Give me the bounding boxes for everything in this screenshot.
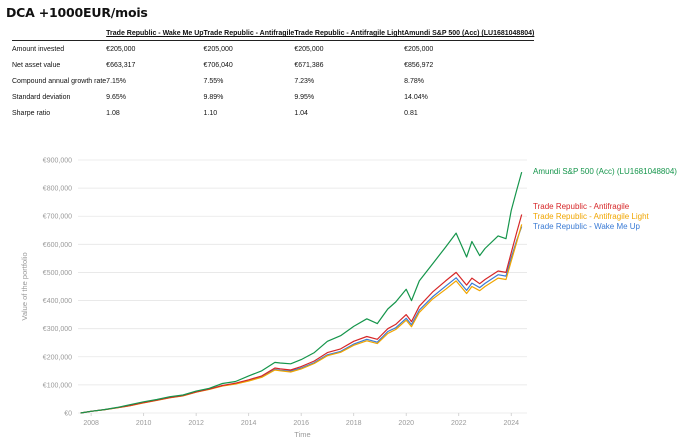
table-row: Compound annual growth rate 7.15% 7.55% … (12, 73, 534, 89)
series-end-label: Trade Republic - Wake Me Up (533, 222, 641, 231)
table-cell: 7.55% (203, 77, 224, 85)
x-tick-label: 2024 (503, 420, 519, 427)
table-row: Net asset value €663,317 €706,040 €671,3… (12, 57, 534, 73)
table-cell: €856,972 (404, 61, 434, 69)
y-tick-label: €500,000 (43, 270, 72, 277)
table-cell: €205,000 (294, 45, 324, 53)
x-tick-label: 2008 (83, 420, 99, 427)
table-cell: 9.65% (106, 94, 127, 102)
series-end-label: Trade Republic - Antifragile (533, 202, 630, 211)
table-cell: 1.08 (106, 110, 120, 118)
table-cell: 1.04 (294, 110, 308, 118)
table-cell: Amount invested (12, 45, 65, 53)
series-line (80, 171, 523, 414)
table-cell: 1.10 (203, 110, 218, 118)
table-cell: €663,317 (106, 61, 136, 69)
table-cell: Compound annual growth rate (12, 77, 107, 85)
x-tick-label: 2022 (451, 420, 467, 427)
table-cell: 0.81 (404, 110, 418, 118)
table-cell: 7.23% (294, 77, 315, 85)
table-cell: 14.04% (404, 94, 428, 102)
table-header-cell (12, 28, 107, 41)
table-cell: 7.15% (106, 77, 127, 85)
table-row: Amount invested €205,000 €205,000 €205,0… (12, 41, 534, 58)
table-header-row: Trade Republic - Wake Me Up Trade Republ… (12, 28, 535, 41)
table-header-cell: Amundi S&P 500 (Acc) (LU1681048804) (404, 28, 535, 41)
y-tick-label: €600,000 (43, 242, 72, 249)
table-cell: Sharpe ratio (12, 110, 51, 118)
y-tick-label: €300,000 (43, 326, 72, 333)
table-cell: €205,000 (203, 45, 233, 53)
y-axis-label: Value of the portfolio (20, 252, 29, 320)
table-row: Standard deviation 9.65% 9.89% 9.95% 14.… (12, 90, 534, 106)
table-cell: 8.78% (404, 77, 424, 85)
table-row: Sharpe ratio 1.08 1.10 1.04 0.81 (12, 106, 534, 122)
table-cell: €205,000 (404, 45, 434, 53)
table-cell: 9.95% (294, 94, 315, 102)
series-end-label: Amundi S&P 500 (Acc) (LU1681048804) (533, 167, 677, 176)
table-cell: Standard deviation (12, 94, 71, 102)
table-header-cell: Trade Republic - Antifragile (203, 28, 295, 41)
stats-table: Trade Republic - Wake Me Up Trade Republ… (12, 28, 535, 122)
series-end-label: Trade Republic - Antifragile Light (533, 212, 650, 221)
x-tick-label: 2012 (188, 420, 204, 427)
table-header-cell: Trade Republic - Antifragile Light (294, 28, 405, 41)
y-tick-label: €100,000 (43, 382, 72, 389)
y-tick-label: €700,000 (43, 214, 72, 221)
table-cell: €706,040 (203, 61, 233, 69)
table-cell: 9.89% (203, 94, 224, 102)
x-tick-label: 2010 (136, 420, 152, 427)
y-tick-label: €0 (64, 411, 72, 418)
y-tick-label: €900,000 (43, 158, 72, 165)
table-cell: €671,386 (294, 61, 324, 69)
x-tick-label: 2014 (241, 420, 257, 427)
series-line (80, 214, 523, 414)
y-tick-label: €400,000 (43, 298, 72, 305)
y-tick-label: €800,000 (43, 186, 72, 193)
table-cell: €205,000 (106, 45, 136, 53)
x-tick-label: 2018 (346, 420, 362, 427)
x-tick-label: 2016 (293, 420, 309, 427)
page-title: DCA +1000EUR/mois (6, 5, 148, 20)
y-tick-label: €200,000 (43, 354, 72, 361)
table-header-cell: Trade Republic - Wake Me Up (106, 28, 204, 41)
x-axis-label: Time (294, 430, 310, 439)
table-cell: Net asset value (12, 61, 61, 69)
x-tick-label: 2020 (398, 420, 414, 427)
